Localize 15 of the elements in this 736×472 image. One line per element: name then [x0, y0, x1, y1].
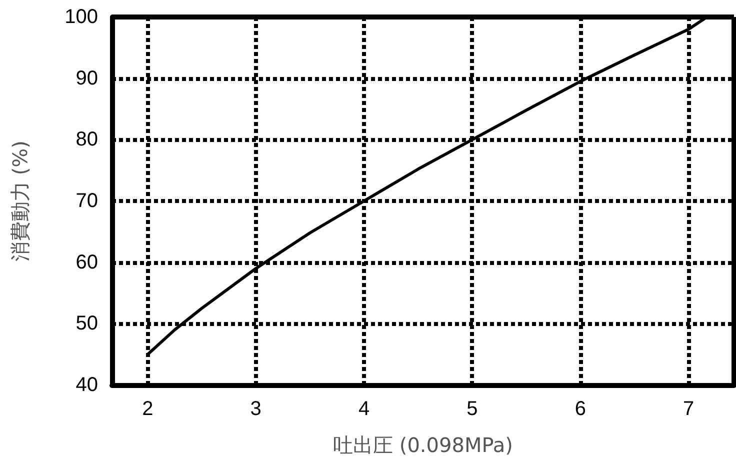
x-tick-label: 7 [683, 398, 694, 420]
y-tick-label: 80 [76, 128, 98, 151]
y-tick-label: 50 [76, 312, 98, 335]
y-tick-label: 90 [76, 67, 98, 90]
y-axis-title: 消費動力 (%) [8, 140, 32, 262]
x-tick-label: 2 [142, 398, 154, 420]
x-axis-title: 吐出圧 (0.098MPa) [333, 433, 513, 457]
y-tick-label: 40 [76, 374, 98, 396]
y-tick-label: 100 [64, 6, 98, 28]
y-tick-label: 60 [76, 251, 98, 274]
x-tick-label: 6 [574, 398, 586, 420]
x-tick-label: 5 [466, 398, 478, 420]
x-tick-label: 3 [250, 398, 262, 420]
x-tick-label: 4 [358, 398, 370, 420]
y-tick-label: 70 [76, 190, 98, 212]
